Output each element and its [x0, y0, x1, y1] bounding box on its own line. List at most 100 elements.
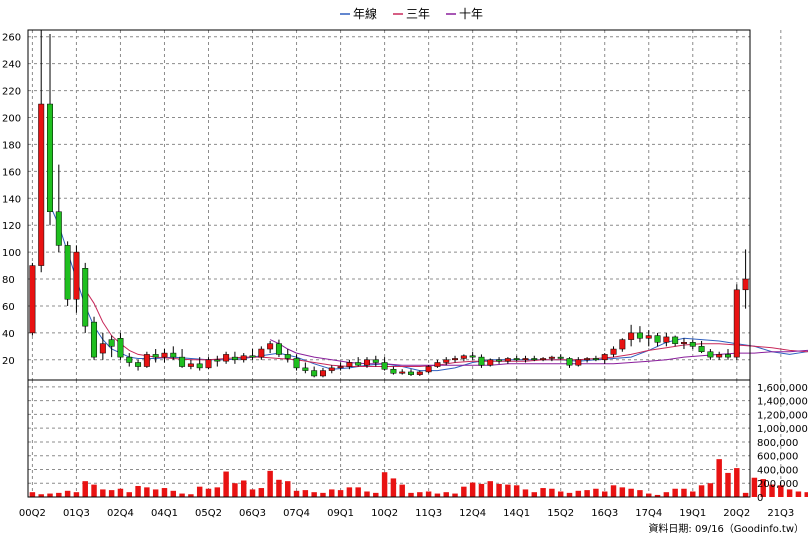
ma-ten-year-line: [269, 339, 808, 366]
candle-body: [249, 355, 256, 358]
x-tick-label: 10Q2: [371, 508, 398, 519]
candle-body: [152, 354, 159, 358]
volume-bar: [408, 492, 414, 497]
candle-body: [55, 211, 62, 246]
candle-body: [707, 351, 714, 358]
volume-tick-label: 200,000: [757, 479, 798, 490]
candles: [29, 30, 749, 378]
x-tick-label: 16Q3: [591, 508, 618, 519]
candle-body: [742, 278, 749, 291]
volume-bar: [663, 492, 670, 497]
candle-body: [240, 355, 247, 361]
volume-bar: [355, 487, 361, 497]
candle-body: [443, 359, 450, 363]
candle-body: [126, 356, 133, 363]
price-tick-label: 200: [2, 114, 21, 125]
volume-bar: [214, 487, 221, 497]
candle-body: [416, 371, 423, 375]
volume-tick-label: 600,000: [757, 452, 798, 463]
candle-body: [496, 359, 503, 362]
volume-bar: [329, 489, 335, 497]
candle-body: [487, 359, 494, 366]
volume-bar: [575, 490, 582, 497]
volume-bar: [82, 481, 88, 497]
candle-body: [460, 355, 467, 359]
price-tick-label: 80: [2, 275, 15, 286]
volume-bar: [161, 488, 168, 497]
candle-body: [425, 366, 432, 373]
volume-bar: [170, 490, 177, 497]
x-tick-label: 12Q4: [459, 508, 486, 519]
volume-bar: [540, 488, 546, 497]
volume-bar: [276, 479, 282, 497]
volume-bar: [654, 494, 661, 497]
x-tick-label: 07Q4: [283, 508, 310, 519]
volume-bar: [469, 482, 476, 497]
volume-bar: [223, 471, 229, 497]
volume-bar: [637, 490, 643, 497]
x-tick-label: 14Q1: [503, 508, 530, 519]
price-tick-label: 40: [2, 329, 15, 340]
volume-bar: [302, 490, 309, 497]
candle-body: [592, 358, 599, 361]
volume-bar: [443, 492, 449, 497]
volume-bar: [179, 493, 185, 497]
volume-tick-label: 1,400,000: [757, 397, 808, 408]
candle-body: [663, 336, 670, 343]
volume-bar: [196, 486, 203, 497]
candle-body: [355, 362, 362, 366]
ma-three-year-line: [84, 289, 808, 367]
price-grid: [28, 30, 782, 380]
volume-tick-label: 1,600,000: [757, 383, 808, 394]
volume-bar: [496, 483, 502, 497]
candle-body: [205, 359, 212, 369]
volume-bar: [293, 490, 300, 497]
volume-bar: [593, 488, 599, 497]
candle-body: [478, 356, 485, 366]
candle-body: [575, 359, 582, 366]
x-tick-label: 06Q3: [239, 508, 266, 519]
volume-frame: [27, 379, 751, 498]
candle-body: [636, 332, 643, 339]
volume-bar: [232, 483, 238, 497]
volume-bar: [364, 491, 370, 497]
candle-body: [372, 359, 379, 363]
legend-label: 十年: [459, 7, 483, 21]
volume-bar: [346, 487, 353, 497]
candle-body: [522, 358, 529, 361]
candle-body: [672, 336, 679, 344]
price-tick-label: 20: [2, 356, 15, 367]
volume-bar: [73, 492, 80, 497]
volume-bar: [126, 492, 132, 497]
candle-body: [540, 358, 547, 361]
volume-bar: [91, 484, 97, 497]
candle-body: [328, 367, 335, 371]
volume-bar: [601, 491, 608, 497]
volume-bar: [786, 489, 793, 497]
candle-body: [548, 356, 555, 359]
volume-bar: [135, 485, 141, 497]
price-tick-label: 100: [2, 248, 21, 259]
candle-body: [143, 354, 150, 367]
candle-body: [557, 356, 564, 359]
candle-body: [179, 356, 186, 367]
volume-bar: [258, 488, 265, 497]
candle-body: [408, 371, 414, 375]
volume-bar: [716, 459, 722, 497]
volume-bar: [249, 489, 256, 497]
x-tick-label: 17Q4: [635, 508, 662, 519]
volume-bar: [29, 492, 36, 497]
candle-body: [267, 343, 274, 350]
price-tick-label: 60: [2, 302, 15, 313]
candle-body: [452, 358, 459, 361]
candle-body: [654, 335, 661, 343]
x-tick-label: 01Q3: [63, 508, 90, 519]
candle-body: [469, 355, 476, 358]
volume-bar: [549, 488, 555, 497]
candle-body: [108, 339, 115, 347]
volume-bar: [628, 488, 634, 497]
volume-bar: [434, 493, 441, 497]
price-frame: [27, 29, 751, 381]
volume-bar: [734, 468, 740, 497]
